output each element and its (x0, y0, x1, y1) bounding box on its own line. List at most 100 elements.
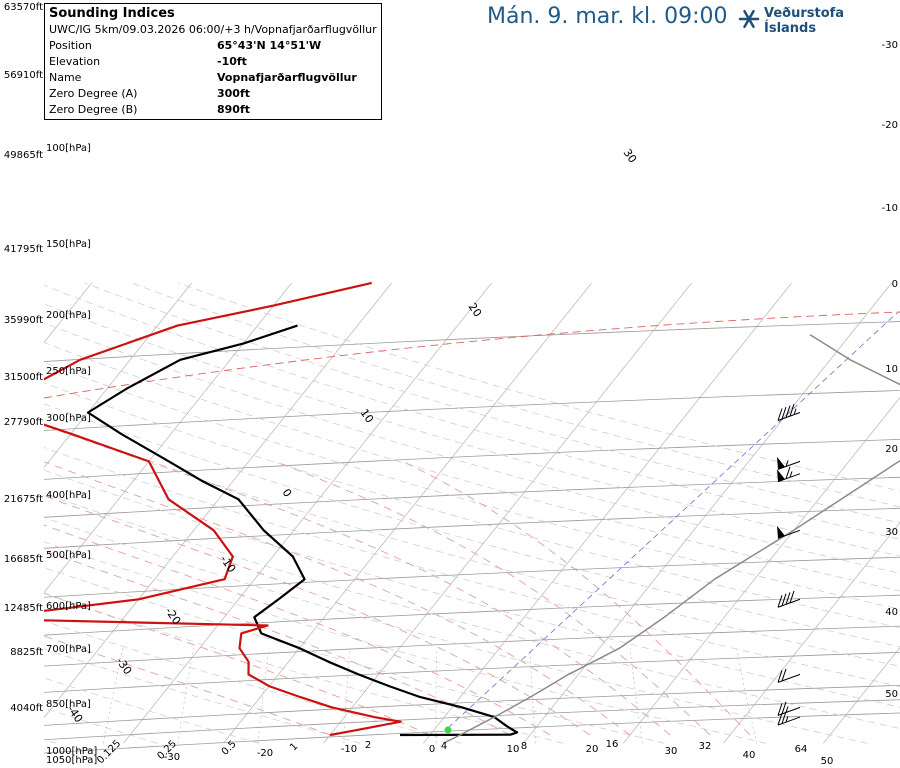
right-axis-label: -30 (882, 40, 898, 51)
dry-adiabat-line (44, 516, 868, 744)
isotherm-label: -10 (217, 553, 238, 575)
moist-adiabat-line (402, 460, 751, 736)
info-label: Position (49, 39, 92, 52)
info-label: Name (49, 71, 82, 84)
altitude-tick-label: 63570ft (4, 2, 43, 13)
info-row: Zero Degree (A) 300ft (49, 86, 377, 102)
pressure-tick-label: 250[hPa] (46, 366, 91, 377)
barb-flag (777, 703, 783, 716)
dry-adiabat-line (44, 303, 900, 557)
mixing-ratio-line (103, 648, 124, 744)
isotherm-line (44, 282, 292, 593)
pressure-tick-label: 400[hPa] (46, 490, 91, 501)
moist-adiabat-line (275, 460, 711, 736)
dry-adiabat-line (44, 469, 900, 708)
pressure-tick-label: 500[hPa] (46, 550, 91, 561)
barb-flag (789, 471, 793, 478)
bottom-axis-label: 8 (521, 741, 527, 752)
dry-adiabat-line (44, 362, 900, 610)
moist-adiabat-line (44, 635, 331, 736)
dry-adiabat-line (44, 567, 665, 744)
dry-adiabat-line (44, 342, 900, 592)
bottom-axis-label: -20 (257, 748, 273, 759)
pressure-tick-label: 100[hPa] (46, 143, 91, 154)
altitude-tick-label: 8825ft (10, 647, 43, 658)
bottom-axis-label: -30 (164, 752, 180, 763)
pressure-tick-label: 300[hPa] (46, 413, 91, 424)
chart-title: Mán. 9. mar. kl. 09:00 (487, 4, 728, 29)
dry-adiabat-line (44, 739, 57, 744)
isobar-line (44, 625, 900, 667)
isobar-line (44, 556, 900, 598)
info-label: Zero Degree (B) (49, 103, 138, 116)
bottom-axis-label: 64 (795, 744, 808, 755)
moist-adiabat-line (44, 524, 551, 736)
barb-pennant (777, 469, 785, 482)
barb-flag (785, 706, 789, 713)
snowflake-logo-icon (738, 8, 760, 34)
series-line (443, 334, 900, 744)
moist-adiabat-line (44, 550, 511, 736)
dry-adiabat-line (44, 447, 900, 687)
logo-text: Veðurstofa Íslands (764, 6, 845, 36)
isotherm-line (44, 282, 92, 343)
altitude-tick-label: 49865ft (4, 150, 43, 161)
mixing-ratio-line (435, 648, 438, 744)
wind-barb (777, 668, 801, 683)
pressure-tick-label: 1050[hPa] (46, 755, 97, 766)
barb-flag (781, 668, 787, 682)
barb-flag (777, 712, 783, 726)
mixing-ratio-line (343, 648, 351, 744)
info-value: -10ft (217, 55, 247, 68)
pressure-tick-label: 1000[hPa] (46, 746, 97, 757)
isotherm-line (223, 282, 592, 744)
wind-barb (777, 590, 801, 608)
wind-barbs (777, 404, 801, 726)
freezing-level-line (44, 311, 900, 399)
isobar-line (44, 438, 900, 480)
isotherm-line (44, 282, 392, 718)
altitude-tick-label: 35990ft (4, 315, 43, 326)
barb-flag (785, 592, 791, 605)
barb-flag (789, 590, 795, 604)
wind-barb (777, 525, 801, 539)
wind-barb (777, 701, 801, 716)
info-subtitle: UWC/IG 5km/09.03.2026 06:00/+3 h/Vopnafj… (49, 23, 377, 36)
info-row: Position 65°43'N 14°51'W (49, 38, 377, 54)
info-title: Sounding Indices (49, 6, 175, 21)
isotherm-label: 10 (358, 407, 377, 426)
info-row: Elevation -10ft (49, 54, 377, 70)
altitude-tick-label: 4040ft (10, 703, 43, 714)
isotherm-label: 30 (621, 147, 640, 166)
isobar-line (44, 594, 900, 636)
info-value: 300ft (217, 87, 251, 100)
wind-barb (777, 466, 801, 483)
barb-pennant (777, 525, 785, 539)
barb-flag (785, 405, 791, 418)
right-axis-label: 20 (885, 444, 898, 455)
bottom-axis-label: 16 (606, 739, 619, 750)
info-row: Name Vopnafjarðarflugvöllur (49, 70, 377, 86)
barb-staff (777, 673, 801, 683)
info-value: 65°43'N 14°51'W (217, 39, 322, 52)
isotherm-line (323, 282, 692, 744)
isobar-line (44, 699, 900, 741)
chart-series (44, 281, 900, 744)
altitude-tick-label: 16685ft (4, 554, 43, 565)
right-axis-label: 50 (885, 689, 898, 700)
info-label: Zero Degree (A) (49, 87, 138, 100)
altitude-tick-label: 21675ft (4, 494, 43, 505)
isotherm-line (823, 647, 900, 744)
dry-adiabat-line (44, 707, 158, 744)
bottom-axis-label: 4 (441, 741, 447, 752)
isobar-line (44, 651, 900, 693)
right-axis-label: 40 (885, 607, 898, 618)
wind-barb (777, 456, 801, 470)
right-axis-label: -20 (882, 120, 898, 131)
dry-adiabat-line (178, 282, 900, 492)
pressure-tick-label: 850[hPa] (46, 699, 91, 710)
barb-flag (793, 408, 797, 415)
chart-grid (44, 282, 900, 754)
moist-adiabat-line (150, 460, 671, 736)
